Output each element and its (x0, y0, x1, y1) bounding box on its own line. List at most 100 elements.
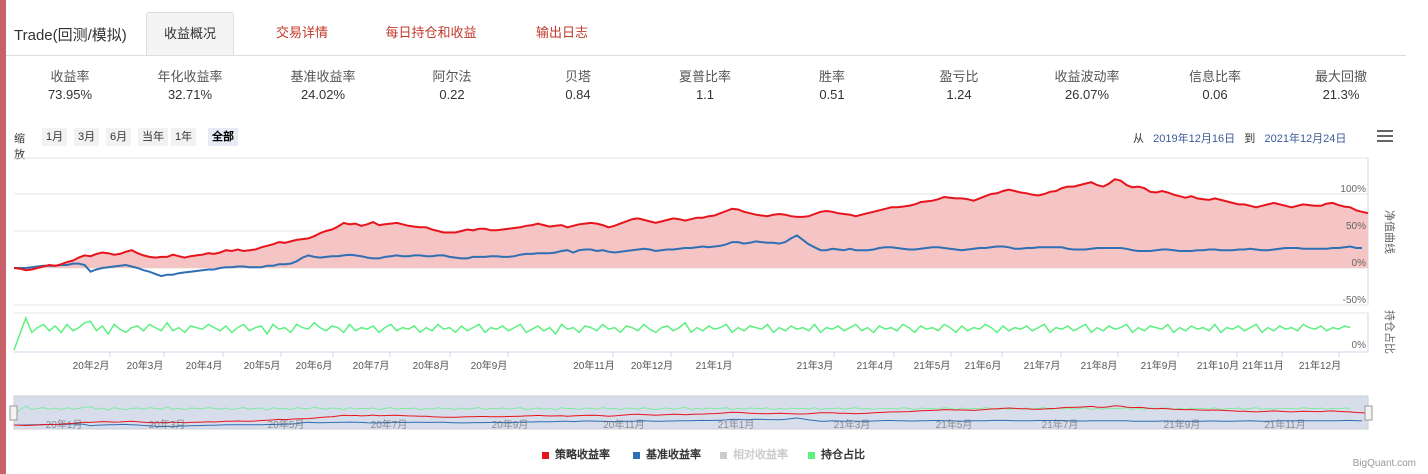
metric-4: 贝塔 0.84 (518, 68, 638, 104)
legend-label: 持仓占比 (821, 449, 865, 461)
navigator-tick-label: 20年5月 (268, 418, 305, 431)
metric-10: 最大回撤 21.3% (1281, 68, 1401, 104)
x-tick-label: 20年3月 (127, 359, 164, 372)
navigator-strategy-line (13, 405, 1369, 427)
metric-value: 32.71% (167, 87, 213, 102)
legend-label: 基准收益率 (646, 449, 701, 461)
x-tick-label: 21年3月 (797, 359, 834, 372)
tab-overview[interactable]: 收益概况 (146, 12, 234, 55)
metric-label: 胜率 (818, 69, 845, 84)
x-tick-label: 21年8月 (1081, 359, 1118, 372)
metric-9: 信息比率 0.06 (1155, 68, 1275, 104)
benchmark-line (14, 234, 1363, 278)
metric-label: 盈亏比 (939, 69, 979, 84)
window-left-edge (0, 0, 6, 474)
metric-value: 0.84 (565, 87, 591, 102)
y-tick-label: 50% (1346, 221, 1366, 232)
metric-value: 24.02% (300, 87, 346, 102)
metric-value: 26.07% (1064, 87, 1110, 102)
metric-value: 1.1 (695, 87, 715, 102)
strategy-line (13, 178, 1369, 272)
legend-item-3[interactable]: 持仓占比 (808, 446, 865, 462)
navigator-left-handle[interactable] (9, 405, 18, 421)
legend-swatch (808, 451, 815, 459)
metric-6: 胜率 0.51 (772, 68, 892, 104)
position-line (13, 315, 1351, 351)
navigator-tick-label: 20年3月 (149, 418, 186, 431)
x-tick-label: 21年4月 (857, 359, 894, 372)
navigator-benchmark-line (14, 417, 1363, 428)
metric-value: 0.06 (1202, 87, 1228, 102)
zoom-button-3[interactable]: 当年 (138, 128, 168, 146)
navigator-tick-label: 20年1月 (46, 418, 83, 431)
navigator-selection[interactable] (14, 396, 1368, 429)
navigator-tick-label: 21年3月 (834, 418, 871, 431)
y-tick-label: 100% (1340, 184, 1366, 195)
metrics-row: 收益率 73.95% 年化收益率 32.71% 基准收益率 24.02% 阿尔法 0.22 贝塔… (6, 68, 1406, 108)
metric-label: 贝塔 (564, 69, 591, 84)
page-title: Trade(回测/模拟) (14, 27, 127, 44)
range-to-input[interactable]: 2021年12月24日 (1264, 133, 1347, 145)
metric-label: 信息比率 (1188, 69, 1241, 84)
tab-bar: Trade(回测/模拟) 收益概况 交易详情 每日持仓和收益 输出日志 (6, 10, 1406, 56)
x-tick-label: 20年5月 (244, 359, 281, 372)
date-range: 从 2019年12月16日 到 2021年12月24日 (1133, 130, 1346, 146)
x-tick-label: 21年12月 (1299, 359, 1341, 372)
navigator-tick-label: 21年5月 (936, 418, 973, 431)
metric-8: 收益波动率 26.07% (1027, 68, 1147, 104)
metric-value: 73.95% (47, 87, 93, 102)
x-tick-label: 20年8月 (413, 359, 450, 372)
tab-daily-positions[interactable]: 每日持仓和收益 (385, 25, 477, 40)
navigator-tick-label: 21年9月 (1164, 418, 1201, 431)
metric-0: 收益率 73.95% (10, 68, 130, 104)
metric-label: 收益波动率 (1054, 69, 1120, 84)
main-y-axis-title: 净值曲线 (1383, 210, 1397, 254)
legend-swatch (542, 451, 549, 459)
credit-text: BigQuant.com (1352, 458, 1416, 469)
metric-label: 基准收益率 (290, 69, 356, 84)
pos-y-axis-title: 持仓占比 (1383, 310, 1397, 354)
x-tick-label: 20年11月 (573, 359, 615, 372)
x-tick-label: 21年6月 (965, 359, 1002, 372)
zoom-button-5[interactable]: 全部 (208, 128, 238, 146)
zoom-button-0[interactable]: 1月 (42, 128, 68, 146)
x-tick-label: 20年2月 (73, 359, 110, 372)
tab-trade-details[interactable]: 交易详情 (275, 25, 328, 40)
tab-output-log[interactable]: 输出日志 (535, 25, 588, 40)
zoom-button-4[interactable]: 1年 (171, 128, 197, 146)
navigator-right-handle[interactable] (1364, 405, 1373, 421)
y-tick-label: -50% (1343, 295, 1366, 306)
metric-label: 收益率 (50, 69, 90, 84)
zoom-button-2[interactable]: 6月 (106, 128, 132, 146)
legend-item-0[interactable]: 策略收益率 (542, 446, 610, 462)
metric-value: 0.22 (439, 87, 465, 102)
y-tick-label: 0% (1352, 258, 1367, 269)
navigator-tick-label: 20年11月 (603, 418, 645, 431)
navigator-tick-label: 20年9月 (492, 418, 529, 431)
chart-legend: 策略收益率 基准收益率 相对收益率 持仓占比 (0, 446, 1428, 462)
legend-item-2[interactable]: 相对收益率 (720, 446, 788, 462)
range-from-label: 从 (1133, 133, 1144, 145)
metric-value: 21.3% (1322, 87, 1360, 102)
metric-1: 年化收益率 32.71% (130, 68, 250, 104)
legend-swatch (633, 451, 640, 459)
metric-3: 阿尔法 0.22 (392, 68, 512, 104)
strategy-area-fill (14, 179, 1368, 271)
navigator-tick-label: 20年7月 (371, 418, 408, 431)
metric-value: 0.51 (819, 87, 845, 102)
x-tick-label: 20年12月 (631, 359, 673, 372)
metric-value: 1.24 (946, 87, 972, 102)
range-from-input[interactable]: 2019年12月16日 (1153, 133, 1236, 145)
x-tick-label: 20年9月 (471, 359, 508, 372)
pos-y-tick-label: 0% (1352, 340, 1367, 351)
chart-menu-icon[interactable] (1377, 130, 1393, 145)
x-tick-label: 21年1月 (696, 359, 733, 372)
navigator-position-line (13, 405, 1351, 415)
zoom-button-1[interactable]: 3月 (74, 128, 100, 146)
x-tick-label: 21年11月 (1242, 359, 1284, 372)
legend-item-1[interactable]: 基准收益率 (633, 446, 701, 462)
x-tick-label: 21年5月 (914, 359, 951, 372)
metric-label: 最大回撤 (1314, 69, 1367, 84)
metric-label: 夏普比率 (678, 69, 731, 84)
legend-label: 相对收益率 (733, 449, 788, 461)
